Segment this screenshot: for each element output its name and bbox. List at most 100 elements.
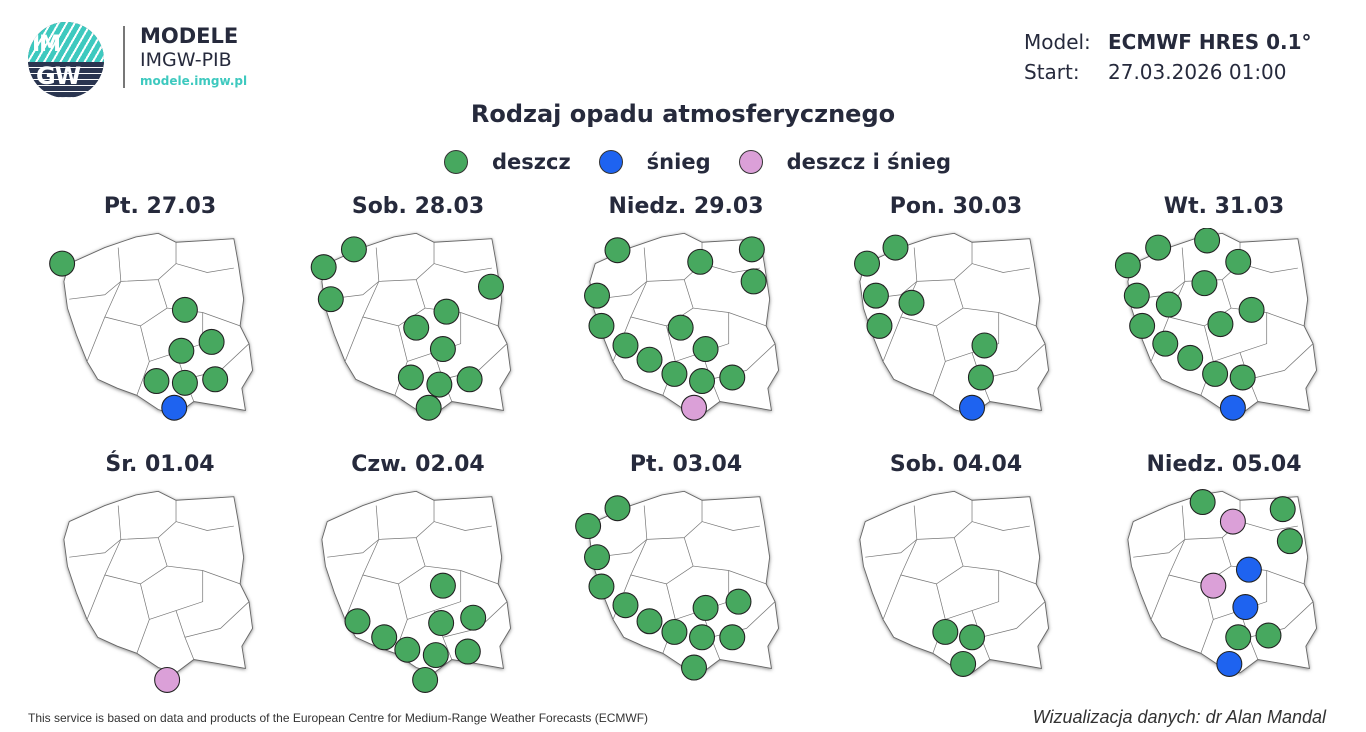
rain-marker-icon xyxy=(588,312,615,339)
rain-marker-icon xyxy=(202,366,229,393)
rain-marker-icon xyxy=(1152,330,1179,357)
rain-marker-icon xyxy=(692,336,719,363)
poland-map xyxy=(63,490,254,693)
rain-marker-icon xyxy=(1177,344,1204,371)
mixed-dot-icon xyxy=(738,150,763,174)
rain-marker-icon xyxy=(612,332,639,359)
rain-marker-icon xyxy=(460,604,487,631)
rain-marker-icon xyxy=(854,250,881,277)
panel-date: Pon. 30.03 xyxy=(889,194,1023,219)
rain-marker-icon xyxy=(971,332,998,359)
rain-marker-icon xyxy=(310,254,337,281)
rain-marker-icon xyxy=(1225,248,1252,275)
mixed-marker-icon xyxy=(1219,508,1246,535)
rain-marker-icon xyxy=(428,610,455,637)
model-info: Model: ECMWF HRES 0.1° Start: 27.03.2026 0… xyxy=(1024,27,1312,87)
rain-marker-icon xyxy=(959,624,986,651)
rain-marker-icon xyxy=(1191,270,1218,297)
rain-marker-icon xyxy=(725,588,752,615)
rain-marker-icon xyxy=(412,666,439,693)
rain-marker-icon xyxy=(394,636,421,663)
rain-marker-icon xyxy=(1123,282,1150,309)
snow-marker-icon xyxy=(1232,594,1259,621)
rain-marker-icon xyxy=(862,282,889,309)
map-panel: Niedz. 29.03 xyxy=(556,194,816,434)
rain-marker-icon xyxy=(171,369,198,396)
map-panel: Pon. 30.03 xyxy=(826,194,1086,434)
panel-date: Niedz. 05.04 xyxy=(1146,452,1302,477)
legend-label-mixed: deszcz i śnieg xyxy=(786,150,952,174)
rain-marker-icon xyxy=(882,234,909,261)
map-panel: Czw. 02.04 xyxy=(288,452,548,693)
rain-marker-icon xyxy=(1155,291,1182,318)
ecmwf-credit: This service is based on data and produc… xyxy=(28,711,649,725)
logo-url[interactable]: modele.imgw.pl xyxy=(140,74,248,88)
rain-marker-icon xyxy=(667,314,694,341)
rain-marker-icon xyxy=(198,328,225,355)
rain-marker-icon xyxy=(692,594,719,621)
panel-date: Pt. 03.04 xyxy=(629,452,743,477)
rain-dot-icon xyxy=(444,150,468,174)
rain-marker-icon xyxy=(1202,360,1229,387)
rain-marker-icon xyxy=(967,364,994,391)
rain-marker-icon xyxy=(422,642,449,669)
model-label: Model: xyxy=(1024,30,1091,54)
rain-marker-icon xyxy=(1194,228,1221,254)
map-panel: Pt. 27.03 xyxy=(30,194,290,434)
rain-marker-icon xyxy=(1129,312,1156,339)
rain-marker-icon xyxy=(49,250,76,277)
panel-date: Niedz. 29.03 xyxy=(608,194,764,219)
mixed-marker-icon xyxy=(681,394,707,421)
rain-marker-icon xyxy=(429,572,456,599)
logo-title: MODELE xyxy=(140,24,239,48)
rain-marker-icon xyxy=(738,236,765,263)
rain-marker-icon xyxy=(740,268,767,295)
rain-marker-icon xyxy=(1114,252,1141,279)
rain-marker-icon xyxy=(426,371,453,398)
legend-label-rain: deszcz xyxy=(492,150,571,174)
map-panel: Sob. 28.03 xyxy=(288,194,548,434)
poland-map xyxy=(321,490,512,693)
snow-marker-icon xyxy=(161,394,188,421)
rain-marker-icon xyxy=(397,364,424,391)
logo-subtitle: IMGW-PIB xyxy=(140,49,232,71)
rain-marker-icon xyxy=(689,368,716,395)
snow-marker-icon xyxy=(1235,556,1262,583)
model-value: ECMWF HRES 0.1° xyxy=(1108,30,1312,54)
rain-marker-icon xyxy=(575,513,602,540)
poland-map xyxy=(859,490,1050,677)
rain-marker-icon xyxy=(1225,624,1252,651)
start-value: 27.03.2026 01:00 xyxy=(1108,60,1287,84)
poland-map xyxy=(584,232,780,421)
author-credit: Wizualizacja danych: dr Alan Mandal xyxy=(1032,707,1326,727)
map-panel: Sob. 04.04 xyxy=(826,452,1086,692)
rain-marker-icon xyxy=(719,364,746,391)
map-panel: Wt. 31.03 xyxy=(1094,194,1354,434)
rain-marker-icon xyxy=(1189,489,1216,516)
rain-marker-icon xyxy=(1238,296,1265,323)
page-title: Rodzaj opadu atmosferycznego xyxy=(470,100,896,128)
legend: deszcz śnieg deszcz i śnieg xyxy=(444,150,979,174)
rain-marker-icon xyxy=(584,544,611,571)
snow-marker-icon xyxy=(959,394,986,421)
poland-map xyxy=(1114,228,1318,421)
rain-marker-icon xyxy=(143,368,170,395)
panel-date: Śr. 01.04 xyxy=(105,452,215,477)
snow-marker-icon xyxy=(1216,650,1243,677)
rain-marker-icon xyxy=(950,650,977,677)
rain-marker-icon xyxy=(604,495,631,522)
panel-date: Sob. 28.03 xyxy=(351,194,485,219)
rain-marker-icon xyxy=(403,314,430,341)
snow-marker-icon xyxy=(1219,394,1246,421)
rain-marker-icon xyxy=(636,608,663,635)
rain-marker-icon xyxy=(689,624,716,651)
rain-marker-icon xyxy=(1276,528,1303,555)
rain-marker-icon xyxy=(1255,622,1282,649)
snow-dot-icon xyxy=(598,150,623,174)
logo-divider xyxy=(123,26,125,88)
rain-marker-icon xyxy=(477,273,504,300)
rain-marker-icon xyxy=(371,624,398,651)
rain-marker-icon xyxy=(661,360,688,387)
rain-marker-icon xyxy=(612,592,639,619)
rain-marker-icon xyxy=(433,298,460,325)
